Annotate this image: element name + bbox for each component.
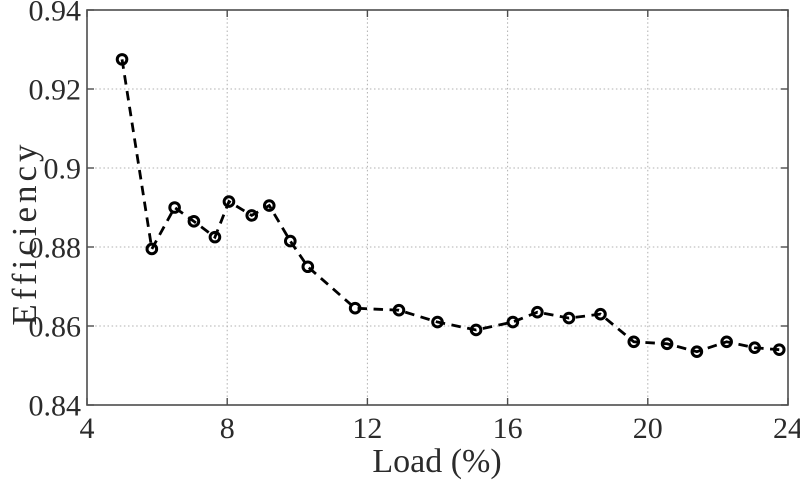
data-point-marker [594, 307, 607, 321]
data-point-marker [208, 230, 222, 244]
data-point-marker [115, 53, 129, 66]
data-point-marker [283, 234, 297, 248]
data-point-marker [262, 199, 276, 212]
plot-border [86, 9, 789, 406]
data-point-marker [168, 201, 181, 214]
data-point-marker [301, 260, 315, 274]
y-tick-label: 0.88 [29, 232, 82, 265]
y-tick-label: 0.9 [44, 153, 82, 186]
data-point-marker [187, 215, 201, 228]
data-point-marker [627, 335, 641, 349]
x-tick-label: 4 [80, 412, 95, 445]
data-point-marker [720, 335, 733, 349]
x-tick-label: 20 [633, 412, 663, 445]
data-point-marker [469, 323, 483, 337]
x-tick-label: 12 [352, 412, 382, 445]
data-point-marker [392, 303, 406, 317]
y-tick-label: 0.92 [29, 74, 82, 107]
data-point-marker [245, 209, 259, 222]
x-tick-label: 16 [493, 412, 523, 445]
data-point-marker [660, 337, 674, 351]
y-axis-label: Efficiency [5, 140, 44, 326]
x-tick-label: 24 [773, 412, 800, 445]
data-point-marker [690, 345, 704, 358]
data-point-marker [348, 301, 362, 315]
y-tick-label: 0.94 [29, 0, 82, 28]
data-line [120, 59, 780, 354]
data-point-marker [431, 315, 444, 329]
y-tick-label: 0.86 [29, 311, 82, 344]
data-point-marker [772, 343, 786, 357]
y-tick-label: 0.84 [29, 390, 82, 423]
data-point-marker [145, 242, 159, 256]
data-point-marker [222, 195, 236, 208]
data-point-marker [748, 341, 762, 355]
data-point-marker [562, 311, 576, 325]
x-axis-label: Load (%) [372, 443, 502, 480]
data-point-marker [531, 305, 544, 319]
data-point-marker [506, 315, 520, 329]
x-tick-label: 8 [220, 412, 235, 445]
